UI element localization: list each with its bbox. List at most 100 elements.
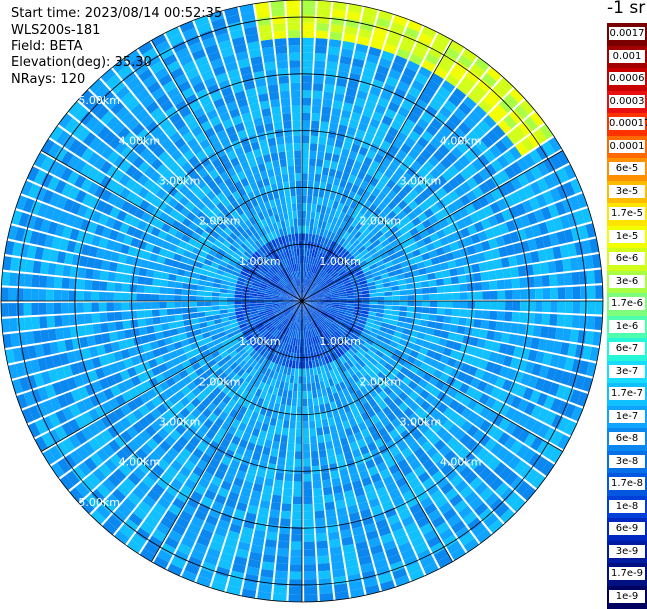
data-gate bbox=[304, 579, 317, 587]
data-gate bbox=[549, 314, 557, 326]
data-gate bbox=[565, 301, 573, 313]
data-gate bbox=[204, 306, 212, 311]
data-gate bbox=[189, 302, 197, 307]
data-gate bbox=[460, 292, 468, 300]
data-gate bbox=[420, 320, 428, 327]
data-gate bbox=[299, 248, 301, 256]
data-gate bbox=[269, 145, 277, 154]
data-gate bbox=[319, 404, 325, 412]
colorbar-tick-label: 3e-9 bbox=[609, 545, 645, 558]
data-gate bbox=[565, 287, 573, 299]
data-gate bbox=[297, 203, 301, 211]
data-gate bbox=[518, 324, 527, 335]
data-gate bbox=[278, 450, 286, 458]
data-gate bbox=[317, 555, 329, 563]
data-gate bbox=[321, 465, 330, 473]
data-gate bbox=[167, 281, 175, 288]
data-gate bbox=[490, 301, 498, 310]
data-gate bbox=[362, 304, 370, 307]
data-gate bbox=[303, 474, 311, 482]
data-gate bbox=[505, 301, 513, 310]
data-gate bbox=[204, 297, 212, 301]
data-gate bbox=[24, 303, 32, 316]
data-gate bbox=[146, 326, 155, 334]
data-gate bbox=[152, 317, 160, 325]
data-gate bbox=[436, 279, 444, 286]
data-gate bbox=[303, 384, 307, 392]
data-gate bbox=[327, 176, 334, 185]
data-gate bbox=[467, 301, 475, 309]
data-gate bbox=[162, 330, 171, 338]
colorbar-tick-label: 1e-5 bbox=[609, 230, 645, 243]
data-gate bbox=[197, 312, 205, 318]
data-gate bbox=[306, 211, 310, 219]
data-gate bbox=[76, 291, 84, 301]
data-gate bbox=[280, 442, 288, 450]
data-gate bbox=[289, 53, 300, 61]
data-gate bbox=[392, 306, 400, 311]
data-gate bbox=[106, 292, 114, 301]
data-gate bbox=[227, 294, 235, 298]
data-gate bbox=[92, 270, 101, 280]
data-gate bbox=[302, 128, 310, 136]
data-gate bbox=[295, 361, 298, 369]
data-gate bbox=[302, 188, 307, 196]
data-gate bbox=[319, 129, 328, 137]
data-gate bbox=[321, 114, 330, 123]
data-gate bbox=[586, 270, 595, 284]
data-gate bbox=[362, 301, 370, 304]
data-gate bbox=[512, 301, 520, 311]
range-ring-label: 1.00km bbox=[319, 255, 361, 268]
data-gate bbox=[291, 542, 302, 550]
data-gate bbox=[263, 554, 276, 563]
data-gate bbox=[467, 310, 475, 318]
colorbar-tick-label: 3e-6 bbox=[609, 275, 645, 288]
data-gate bbox=[278, 541, 290, 549]
data-gate bbox=[311, 383, 316, 391]
data-gate bbox=[61, 290, 69, 301]
data-gate bbox=[328, 456, 337, 465]
data-gate bbox=[61, 303, 69, 314]
data-gate bbox=[302, 233, 305, 241]
data-gate bbox=[192, 273, 200, 280]
data-gate bbox=[391, 310, 399, 315]
data-gate bbox=[312, 473, 321, 481]
data-gate bbox=[290, 75, 300, 83]
data-gate bbox=[504, 279, 512, 289]
data-gate bbox=[285, 136, 293, 144]
data-gate bbox=[495, 269, 504, 279]
data-gate bbox=[318, 563, 331, 571]
data-gate bbox=[170, 267, 179, 274]
data-gate bbox=[323, 426, 330, 434]
data-gate bbox=[174, 295, 182, 301]
colorbar-tick-label: 0.0001 bbox=[609, 140, 645, 153]
data-gate bbox=[287, 8, 300, 16]
data-gate bbox=[294, 481, 302, 489]
data-gate bbox=[100, 323, 109, 333]
data-gate bbox=[486, 260, 495, 270]
data-gate bbox=[101, 260, 110, 270]
data-gate bbox=[40, 330, 49, 343]
data-gate bbox=[430, 301, 438, 307]
data-gate bbox=[418, 268, 427, 275]
data-gate bbox=[317, 151, 325, 159]
data-gate bbox=[302, 369, 305, 377]
data-gate bbox=[317, 8, 331, 16]
data-gate bbox=[273, 114, 282, 123]
data-gate bbox=[293, 504, 302, 512]
data-gate bbox=[154, 324, 163, 332]
data-gate bbox=[1, 287, 9, 301]
data-gate bbox=[310, 136, 318, 144]
data-gate bbox=[234, 305, 242, 308]
data-gate bbox=[227, 298, 235, 301]
data-gate bbox=[298, 391, 302, 399]
data-gate bbox=[122, 283, 130, 292]
data-gate bbox=[457, 326, 466, 335]
data-gate bbox=[316, 204, 322, 212]
data-gate bbox=[296, 429, 302, 437]
data-gate bbox=[321, 205, 327, 213]
data-gate bbox=[274, 480, 283, 489]
data-gate bbox=[329, 169, 336, 178]
data-gate bbox=[311, 128, 319, 136]
data-gate bbox=[293, 211, 298, 219]
